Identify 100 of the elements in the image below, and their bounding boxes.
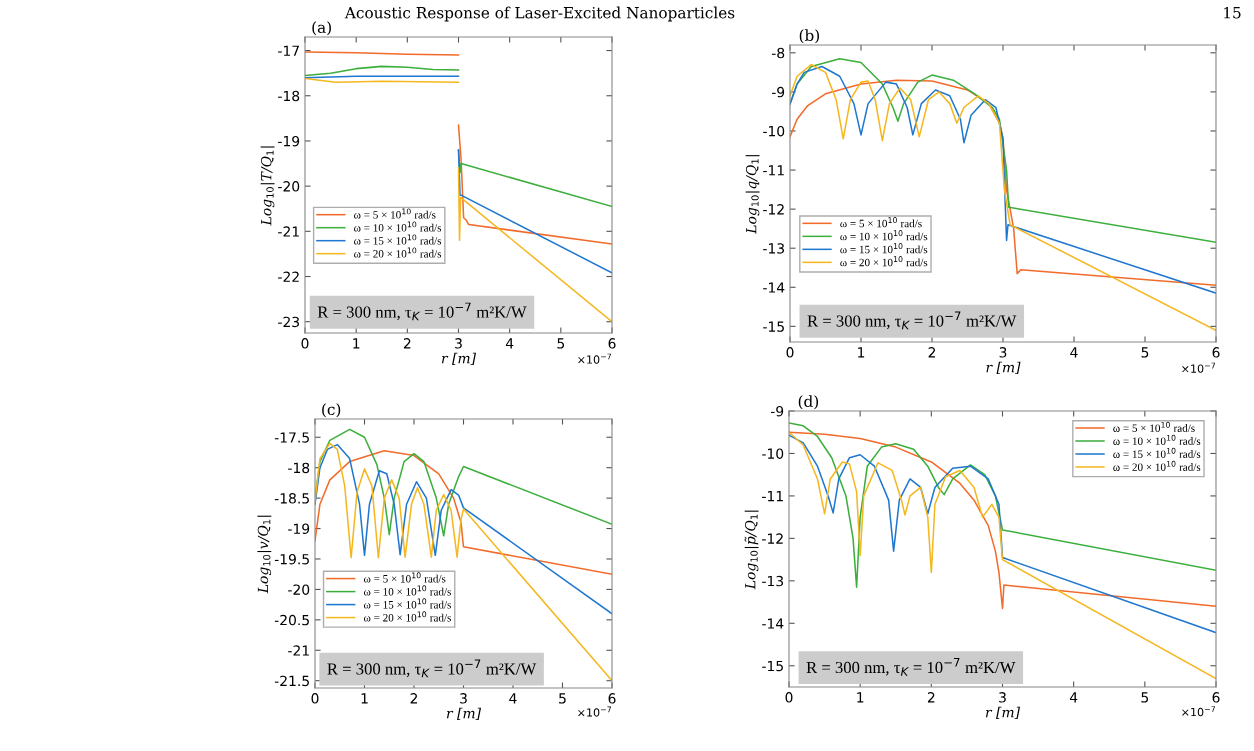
- x-axis-title: r [m]: [446, 707, 482, 721]
- y-axis-title: Log$_{10}$|q/Q$_{1}$|: [745, 155, 760, 234]
- x-tick-label: 0: [311, 693, 319, 704]
- x-axis-title: r [m]: [441, 352, 477, 366]
- y-tick-label: -9: [770, 405, 784, 417]
- line-series: [789, 431, 1216, 680]
- x-tick-label: 6: [608, 693, 616, 704]
- line-series: [315, 442, 612, 682]
- y-axis-title: Log$_{10}$|v/Q$_{1}$|: [257, 515, 272, 594]
- x-tick-label: 2: [927, 692, 935, 703]
- y-tick-label: -18.5: [274, 493, 309, 504]
- y-tick-label: -20: [278, 181, 300, 192]
- y-tick-label: -21: [278, 226, 299, 237]
- y-tick-label: -22: [278, 271, 299, 282]
- legend-label: ω = 5 × 10$^{10}$ rad/s: [1113, 421, 1195, 432]
- x-tick-label: 2: [928, 347, 936, 358]
- y-tick-label: -10: [763, 125, 785, 137]
- y-tick-label: -19.5: [274, 553, 309, 565]
- x-tick-label: 2: [410, 693, 418, 704]
- x-tick-label: 6: [608, 338, 616, 349]
- chart-title: (b): [799, 29, 820, 44]
- annotation: R = 300 nm, τ$_{K}$ = 10$^{−7}$ m²K/W: [317, 302, 527, 321]
- x-tick-label: 3: [455, 338, 462, 349]
- y-tick-label: -20: [288, 584, 310, 595]
- text: ×10$^{−7}$: [578, 353, 612, 364]
- text: ×10$^{−7}$: [578, 706, 612, 717]
- x-tick-label: 3: [999, 692, 1006, 703]
- y-tick-label: -8: [771, 47, 785, 59]
- y-tick-label: -17: [278, 45, 299, 56]
- x-tick-label: 2: [403, 338, 411, 349]
- legend-label: ω = 15 × 10$^{10}$ rad/s: [840, 243, 928, 254]
- x-tick-label: 1: [361, 693, 368, 704]
- y-tick-label: -15: [763, 321, 784, 332]
- y-tick-label: -12: [762, 533, 783, 544]
- legend-label: ω = 10 × 10$^{10}$ rad/s: [363, 585, 451, 596]
- x-tick-label: 5: [557, 338, 565, 349]
- y-tick-label: -11: [762, 491, 783, 502]
- y-tick-label: -15: [762, 660, 783, 672]
- y-tick-label: -11: [763, 165, 784, 176]
- line-series: [457, 167, 612, 323]
- text: Acoustic Response of Laser-Excited Nanoparticles: [344, 6, 735, 22]
- annotation: R = 300 nm, τ$_{K}$ = 10$^{−7}$ m²K/W: [327, 659, 537, 678]
- legend-label: ω = 20 × 10$^{10}$ rad/s: [363, 611, 451, 622]
- x-tick-label: 1: [857, 692, 864, 703]
- y-tick-label: -9: [771, 86, 785, 98]
- x-tick-label: 5: [1141, 692, 1149, 703]
- x-tick-label: 4: [1070, 347, 1078, 358]
- legend-label: ω = 5 × 10$^{10}$ rad/s: [363, 572, 446, 583]
- y-tick-label: -12: [763, 204, 784, 215]
- y-axis-title: Log$_{10}$|p̃/Q$_{1}$|: [744, 510, 759, 590]
- annotation: R = 300 nm, τ$_{K}$ = 10$^{−7}$ m²K/W: [807, 311, 1017, 330]
- y-tick-label: -18: [288, 462, 310, 474]
- legend-label: ω = 10 × 10$^{10}$ rad/s: [840, 230, 928, 241]
- y-tick-label: -21.5: [274, 675, 309, 687]
- x-tick-label: 4: [1069, 692, 1078, 703]
- line-series: [305, 65, 460, 77]
- legend-label: ω = 20 × 10$^{10}$ rad/s: [1113, 460, 1201, 471]
- legend-label: ω = 5 × 10$^{10}$ rad/s: [840, 217, 922, 228]
- chart-title: (d): [798, 395, 819, 410]
- x-tick-label: 5: [1141, 347, 1149, 358]
- text: ×10$^{−7}$: [1182, 362, 1216, 373]
- y-tick-label: -23: [278, 316, 300, 328]
- line-series: [457, 124, 612, 245]
- x-axis-title: r [m]: [985, 706, 1021, 720]
- chart-title: (c): [322, 403, 341, 418]
- y-tick-label: -17.5: [274, 432, 309, 443]
- x-tick-label: 0: [785, 692, 793, 703]
- y-tick-label: -13: [763, 243, 785, 254]
- annotation: R = 300 nm, τ$_{K}$ = 10$^{−7}$ m²K/W: [806, 658, 1016, 676]
- y-tick-label: -18: [278, 90, 300, 102]
- legend-label: ω = 20 × 10$^{10}$ rad/s: [354, 247, 442, 258]
- chart-title: (a): [312, 21, 331, 36]
- x-tick-label: 5: [559, 693, 566, 704]
- line-series: [315, 428, 612, 537]
- line-series: [790, 57, 1216, 244]
- x-tick-label: 1: [858, 347, 865, 358]
- y-tick-label: -10: [762, 448, 784, 459]
- x-tick-label: 6: [1212, 347, 1220, 358]
- legend-label: ω = 15 × 10$^{10}$ rad/s: [363, 598, 451, 609]
- y-tick-label: -19: [288, 523, 310, 535]
- y-tick-label: -14: [762, 618, 784, 629]
- legend-label: ω = 15 × 10$^{10}$ rad/s: [1113, 447, 1201, 458]
- y-tick-label: -21: [288, 645, 309, 656]
- text: ×10$^{−7}$: [1182, 706, 1216, 717]
- text: 15: [1224, 6, 1241, 19]
- line-series: [789, 422, 1216, 588]
- x-tick-label: 0: [301, 338, 309, 349]
- y-tick-label: -14: [763, 282, 785, 293]
- legend-label: ω = 20 × 10$^{10}$ rad/s: [840, 256, 928, 267]
- legend-label: ω = 10 × 10$^{10}$ rad/s: [1113, 434, 1201, 445]
- x-tick-label: 6: [1212, 692, 1220, 703]
- y-tick-label: -20.5: [274, 614, 309, 626]
- x-axis-title: r [m]: [986, 361, 1021, 375]
- y-axis-title: Log$_{10}$|T/Q$_{1}$|: [260, 146, 275, 226]
- legend-label: ω = 15 × 10$^{10}$ rad/s: [354, 234, 442, 245]
- x-tick-label: 4: [505, 338, 514, 349]
- x-tick-label: 0: [786, 347, 794, 358]
- x-tick-label: 1: [353, 338, 360, 349]
- y-tick-label: -13: [762, 575, 784, 587]
- y-tick-label: -19: [278, 135, 300, 147]
